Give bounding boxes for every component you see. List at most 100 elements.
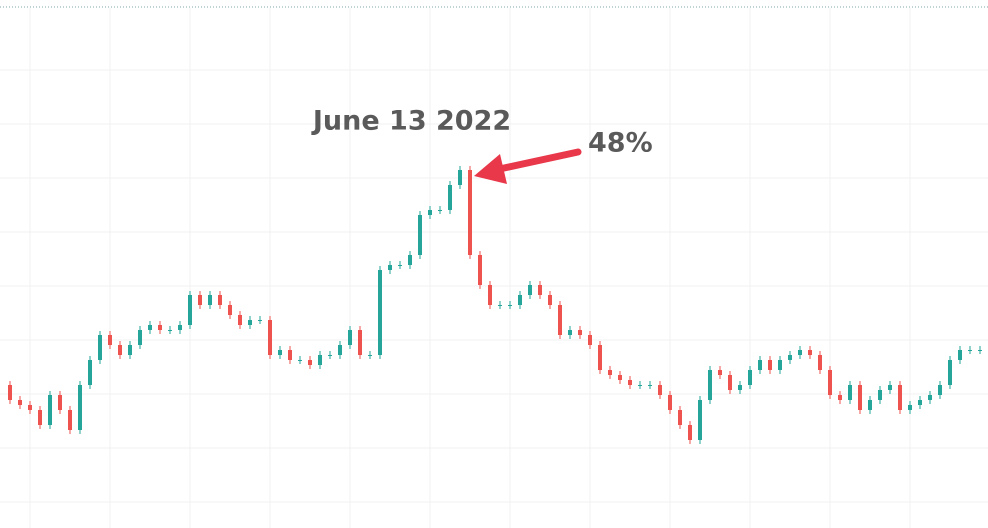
candle-body [528, 285, 532, 295]
candle-body [68, 410, 72, 430]
candle-body [768, 360, 772, 370]
candle-body [118, 345, 122, 355]
candle-body [148, 325, 152, 330]
candle-body [958, 350, 962, 360]
candle-body [838, 395, 842, 400]
candle-body [608, 370, 612, 375]
candle-body [288, 350, 292, 360]
candle-body [298, 360, 302, 361]
candle-body [818, 355, 822, 370]
candle-body [28, 405, 32, 410]
candle-body [178, 325, 182, 330]
candle-body [378, 270, 382, 355]
candle-body [428, 210, 432, 215]
candle-body [278, 350, 282, 355]
candle-body [228, 305, 232, 315]
candle-body [718, 370, 722, 375]
candle-body [858, 385, 862, 410]
candle-body [798, 350, 802, 355]
candle-body [598, 345, 602, 370]
candle-body [448, 185, 452, 210]
candle-body [668, 395, 672, 410]
candle-body [848, 385, 852, 400]
candle-body [618, 375, 622, 380]
candle-body [928, 395, 932, 400]
candle-body [108, 335, 112, 345]
candle-body [418, 215, 422, 255]
candle-body [8, 385, 12, 400]
candle-body [388, 265, 392, 270]
candle-body [538, 285, 542, 295]
candle-body [678, 410, 682, 425]
candle-body [588, 335, 592, 345]
candle-body [948, 360, 952, 385]
candles [8, 166, 982, 444]
candle-body [408, 255, 412, 265]
candle-body [828, 370, 832, 395]
date-annotation: June 13 2022 [311, 106, 511, 137]
candle-body [628, 380, 632, 385]
candle-body [738, 385, 742, 390]
candle-body [658, 385, 662, 395]
candle-body [968, 350, 972, 351]
candle-body [638, 385, 642, 386]
candle-body [248, 320, 252, 325]
candle-body [518, 295, 522, 305]
candle-body [358, 330, 362, 355]
candle-body [888, 385, 892, 390]
percent-annotation: 48% [588, 128, 653, 159]
candle-body [478, 255, 482, 285]
grid [0, 8, 988, 528]
candle-body [348, 330, 352, 345]
candle-body [268, 320, 272, 355]
candle-body [938, 385, 942, 395]
candle-body [188, 295, 192, 325]
candle-body [398, 265, 402, 266]
arrow-shaft [491, 148, 582, 174]
candle-body [898, 385, 902, 410]
candle-body [38, 410, 42, 425]
candle-body [548, 295, 552, 305]
candle-body [58, 395, 62, 410]
candle-body [978, 350, 982, 351]
candle-body [158, 325, 162, 330]
candle-body [48, 395, 52, 425]
candle-body [238, 315, 242, 325]
candle-body [918, 400, 922, 405]
candle-body [708, 370, 712, 400]
candle-body [208, 295, 212, 305]
candle-body [18, 400, 22, 405]
arrow [474, 148, 582, 184]
candle-body [908, 405, 912, 410]
candle-body [308, 360, 312, 365]
candle-body [98, 335, 102, 360]
candle-body [868, 400, 872, 410]
candle-body [488, 285, 492, 305]
candle-body [498, 305, 502, 306]
candle-body [78, 385, 82, 430]
candle-body [778, 360, 782, 370]
candle-body [808, 350, 812, 355]
candle-body [698, 400, 702, 440]
candle-body [748, 370, 752, 385]
candle-body [458, 170, 462, 185]
candle-body [878, 390, 882, 400]
candle-body [568, 330, 572, 335]
candle-body [218, 295, 222, 305]
candle-body [168, 330, 172, 331]
candle-body [788, 355, 792, 360]
candle-body [468, 170, 472, 255]
candle-body [328, 355, 332, 356]
arrow-head [474, 154, 507, 184]
candle-body [128, 345, 132, 355]
candle-body [688, 425, 692, 440]
candle-body [438, 210, 442, 211]
candle-body [88, 360, 92, 385]
candle-body [758, 360, 762, 370]
candle-body [368, 355, 372, 356]
candle-body [198, 295, 202, 305]
candle-body [508, 305, 512, 306]
candle-body [258, 320, 262, 321]
candle-body [728, 375, 732, 390]
